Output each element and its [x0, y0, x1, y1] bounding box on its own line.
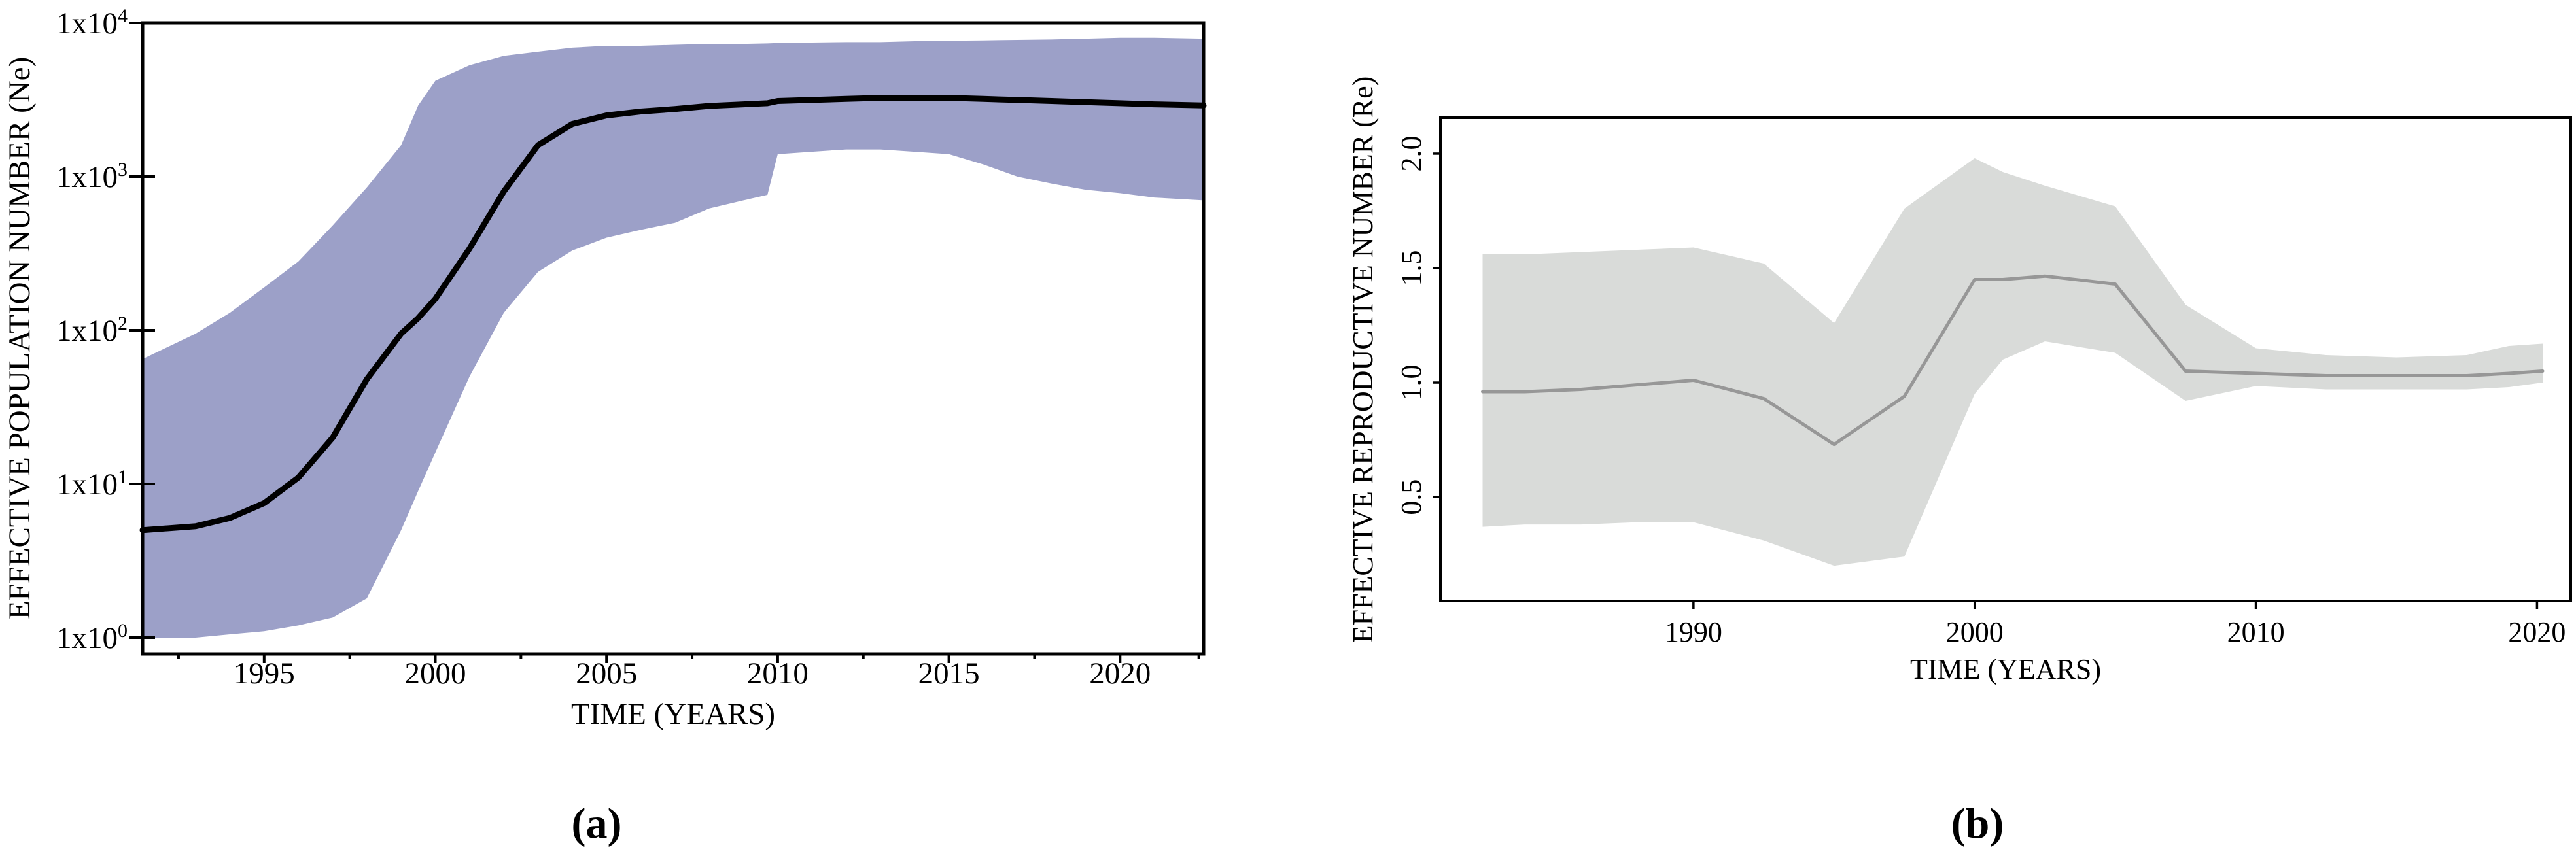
x-tick-label: 2015	[918, 657, 980, 691]
panel-a-effective-population-number: 1x104 1x103 1x102 1x101 1x100 1995 2000 2005 201…	[3, 5, 1207, 731]
x-axis-title: TIME (YEARS)	[1910, 653, 2101, 685]
y-tick-label: 1.5	[1395, 250, 1427, 286]
y-axis-title: EFFECTIVE REPRODUCTIVE NUMBER (Re)	[1347, 77, 1379, 643]
x-tick-label: 2000	[1946, 616, 2004, 648]
plot-frame	[1439, 116, 2572, 602]
x-tick-label: 2020	[1089, 657, 1151, 691]
x-tick-label: 1990	[1665, 616, 1722, 648]
y-tick-label: 1x103	[56, 159, 128, 194]
y-tick-label: 1x101	[56, 466, 128, 502]
hpd-credible-interval-band	[143, 37, 1204, 638]
hpd-credible-interval-band	[1482, 158, 2543, 566]
median-line	[1481, 274, 2545, 447]
x-tick-label: 2010	[2227, 616, 2285, 648]
y-tick-label: 1.0	[1395, 365, 1427, 401]
y-tick-label: 1x100	[56, 620, 128, 655]
x-tick-label: 1995	[234, 657, 295, 691]
y-tick-label: 1x102	[56, 313, 128, 348]
x-tick-label: 2010	[747, 657, 809, 691]
plot-frame	[141, 21, 1206, 656]
y-tick-label: 2.0	[1395, 135, 1427, 171]
x-tick-label: 2000	[405, 657, 466, 691]
x-tick-label: 2005	[576, 657, 637, 691]
y-tick-label: 1x104	[56, 5, 128, 41]
panel-b-caption: (b)	[1951, 800, 2004, 847]
panel-b-effective-reproductive-number: 2.0 1.5 1.0 0.5 1990 2000 2010 2020 TIME (YEARS)…	[1347, 77, 2572, 685]
x-tick-label: 2020	[2508, 616, 2566, 648]
x-axis-title: TIME (YEARS)	[571, 697, 775, 731]
y-axis-title: EFFECTIVE POPULATION NUMBER (Ne)	[3, 57, 37, 619]
y-tick-label: 0.5	[1395, 479, 1427, 515]
panel-a-caption: (a)	[571, 800, 622, 847]
median-line	[139, 95, 1207, 534]
